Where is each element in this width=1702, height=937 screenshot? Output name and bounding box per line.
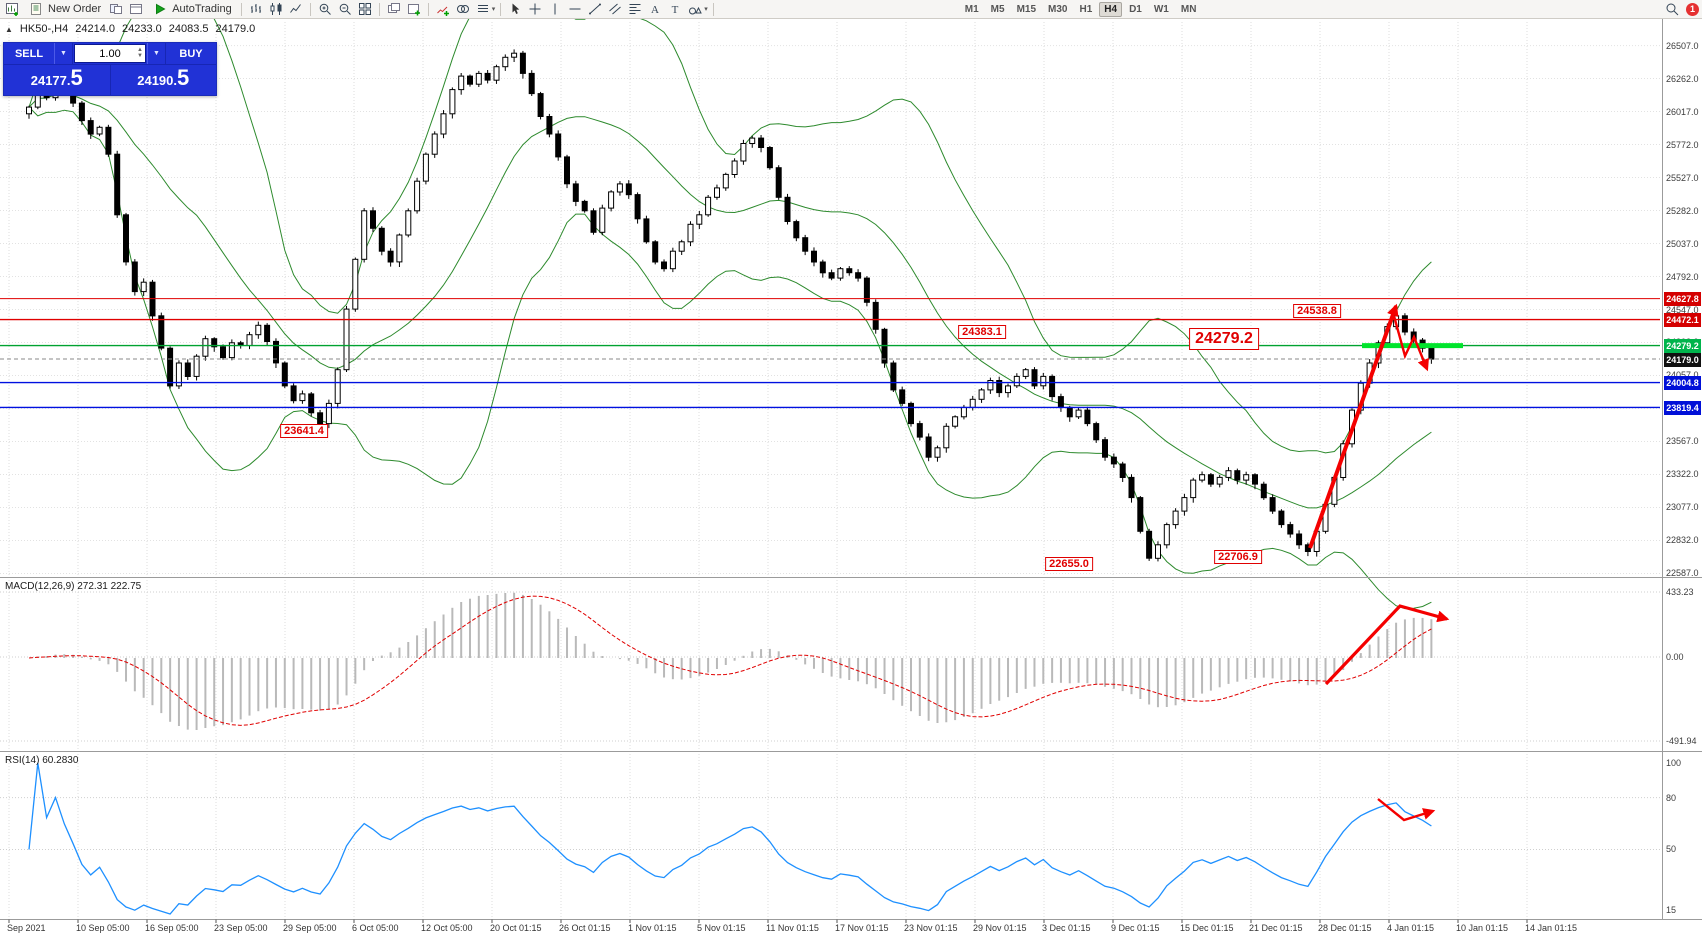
timeframe-button-h4[interactable]: H4 bbox=[1099, 1, 1123, 17]
rsi-line bbox=[28, 762, 1432, 915]
cursor-icon[interactable] bbox=[506, 2, 524, 17]
macd-values: 272.31 222.75 bbox=[77, 581, 142, 592]
macd-pane-label: MACD(12,26,9) 272.31 222.75 bbox=[5, 581, 141, 592]
add-indicator-icon[interactable] bbox=[434, 2, 452, 17]
sell-price-big-digit: 5 bbox=[70, 65, 83, 90]
spinner-down-icon[interactable]: ▼ bbox=[137, 53, 143, 59]
timeframe-toolbar: M1 M5 M15 M30 H1 H4 D1 W1 MN bbox=[959, 1, 1203, 17]
spinner-up-icon[interactable]: ▲ bbox=[137, 47, 143, 53]
charts-profile-icon[interactable] bbox=[107, 2, 125, 17]
sell-price-main: 24177. bbox=[30, 73, 71, 88]
toolbar-separator bbox=[712, 2, 714, 16]
timeframe-button-m5[interactable]: M5 bbox=[990, 3, 1005, 15]
shapes-dropdown-icon[interactable]: ▾ bbox=[704, 6, 708, 13]
fibonacci-icon[interactable] bbox=[626, 2, 644, 17]
autotrading-label: AutoTrading bbox=[172, 3, 232, 15]
bar-low: 24083.5 bbox=[168, 23, 209, 35]
text-icon[interactable]: A bbox=[646, 2, 664, 17]
horizontal-line-objects bbox=[0, 298, 1660, 409]
buy-price-big-digit: 5 bbox=[177, 65, 190, 90]
one-click-price-row: 24177. 5 24190. 5 bbox=[4, 64, 216, 95]
chart-ohlc-header: ▲ HK50-,H4 24214.0 24233.0 24083.5 24179… bbox=[5, 23, 255, 35]
pullback-arrow bbox=[1392, 315, 1429, 372]
timeframe-button-d1[interactable]: D1 bbox=[1129, 3, 1142, 15]
text-label-icon[interactable]: T bbox=[666, 2, 684, 17]
timeframe-button-m15[interactable]: M15 bbox=[1016, 3, 1037, 15]
new-order-icon bbox=[27, 2, 45, 17]
search-icon[interactable] bbox=[1663, 2, 1681, 17]
volume-input[interactable]: 1.00 ▲ ▼ bbox=[74, 44, 146, 63]
bar-chart-icon[interactable] bbox=[247, 2, 265, 17]
timeframe-button-mn[interactable]: MN bbox=[1180, 3, 1197, 15]
svg-text:A: A bbox=[651, 4, 659, 16]
timeframe-button-h1[interactable]: H1 bbox=[1079, 3, 1093, 15]
new-order-label: New Order bbox=[48, 3, 102, 15]
toolbar-separator bbox=[309, 2, 311, 16]
toolbar-separator bbox=[427, 2, 429, 16]
bar-high: 24233.0 bbox=[121, 23, 162, 35]
data-window-icon[interactable] bbox=[127, 2, 145, 17]
sell-price[interactable]: 24177. 5 bbox=[4, 65, 110, 95]
rsi-value: 60.2830 bbox=[42, 755, 79, 766]
toolbar-right-group: 1 bbox=[1663, 2, 1699, 17]
sell-button[interactable]: SELL bbox=[14, 47, 44, 60]
rsi-pane-label: RSI(14) 60.2830 bbox=[5, 755, 78, 766]
rsi-name: RSI(14) bbox=[5, 755, 40, 766]
timeframe-button-w1[interactable]: W1 bbox=[1153, 3, 1169, 15]
objects-list-icon[interactable] bbox=[474, 2, 492, 17]
new-window-icon[interactable] bbox=[405, 2, 423, 17]
volume-spinner[interactable]: ▲ ▼ bbox=[137, 47, 143, 59]
volume-value: 1.00 bbox=[99, 47, 121, 60]
toolbar-separator bbox=[378, 2, 380, 16]
one-click-trading-panel: SELL ▼ 1.00 ▲ ▼ ▼ BUY 24177. 5 24190. 5 bbox=[3, 42, 217, 96]
horizontal-line-icon[interactable] bbox=[566, 2, 584, 17]
macd-indicator bbox=[28, 592, 1433, 730]
pane-separators bbox=[0, 19, 1702, 923]
cascade-windows-icon[interactable] bbox=[385, 2, 403, 17]
shapes-icon[interactable] bbox=[686, 2, 704, 17]
sell-dropdown-icon[interactable]: ▼ bbox=[54, 43, 73, 64]
one-click-top-row: SELL ▼ 1.00 ▲ ▼ ▼ BUY bbox=[4, 43, 216, 64]
macd-arrow bbox=[1324, 604, 1450, 686]
new-chart-icon[interactable] bbox=[3, 2, 21, 17]
buy-price-main: 24190. bbox=[137, 73, 177, 88]
annotation-arrows bbox=[1308, 303, 1450, 822]
vertical-line-icon[interactable] bbox=[546, 2, 564, 17]
timeframe-button-m1[interactable]: M1 bbox=[964, 3, 979, 15]
new-order-button[interactable]: New Order bbox=[23, 1, 105, 17]
toolbar-separator bbox=[500, 2, 502, 16]
buy-dropdown-icon[interactable]: ▼ bbox=[147, 43, 166, 64]
grid-layer bbox=[0, 22, 1660, 918]
notification-badge[interactable]: 1 bbox=[1686, 2, 1699, 16]
buy-button[interactable]: BUY bbox=[179, 47, 203, 60]
cycles-icon[interactable] bbox=[454, 2, 472, 17]
candles-layer bbox=[26, 49, 1435, 562]
autotrading-button[interactable]: AutoTrading bbox=[147, 1, 236, 17]
timeframe-button-m30[interactable]: M30 bbox=[1048, 3, 1068, 15]
svg-text:T: T bbox=[672, 4, 679, 16]
buy-price[interactable]: 24190. 5 bbox=[109, 65, 217, 95]
bollinger-bands bbox=[28, 0, 1432, 610]
tile-windows-icon[interactable] bbox=[356, 2, 374, 17]
channel-icon[interactable] bbox=[606, 2, 624, 17]
oneclick-collapse-icon[interactable]: ▲ bbox=[5, 24, 13, 34]
objects-list-dropdown-icon[interactable]: ▾ bbox=[491, 6, 496, 13]
symbol-period: HK50-,H4 bbox=[19, 23, 69, 35]
trendline-icon[interactable] bbox=[586, 2, 604, 17]
rsi-arrow bbox=[1377, 798, 1436, 822]
candlestick-chart-icon[interactable] bbox=[267, 2, 285, 17]
macd-name: MACD(12,26,9) bbox=[5, 581, 75, 592]
autotrading-play-icon bbox=[151, 2, 169, 17]
bar-close: 24179.0 bbox=[215, 23, 256, 35]
toolbar-separator bbox=[240, 2, 242, 16]
zoom-in-icon[interactable] bbox=[316, 2, 334, 17]
main-toolbar: New Order AutoTrading ▾ A T ▾ M1 M5 M15 M30… bbox=[0, 0, 1702, 19]
line-chart-icon[interactable] bbox=[287, 2, 305, 17]
main-up-arrow bbox=[1308, 303, 1399, 549]
crosshair-icon[interactable] bbox=[526, 2, 544, 17]
bar-open: 24214.0 bbox=[75, 23, 115, 35]
zoom-out-icon[interactable] bbox=[336, 2, 354, 17]
